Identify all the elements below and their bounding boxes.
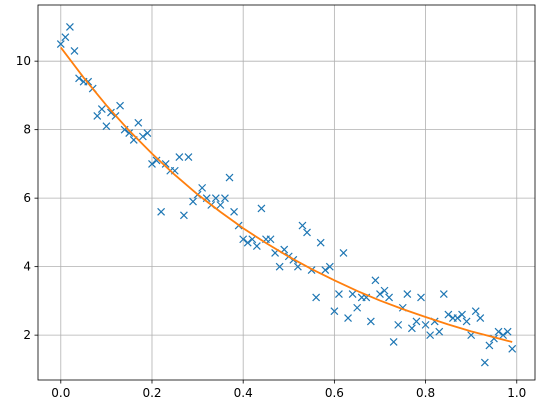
point (439, 290, 448, 298)
point (321, 266, 330, 274)
point (143, 129, 152, 138)
point (344, 314, 352, 322)
point (97, 105, 106, 114)
point (157, 207, 166, 216)
x-tick-label: 1.0 (507, 386, 526, 400)
point (239, 235, 248, 244)
point (266, 235, 275, 244)
point (389, 338, 398, 346)
x-tick-label: 0.0 (51, 386, 70, 400)
point (366, 317, 375, 326)
line (60, 46, 513, 343)
point (257, 204, 266, 213)
point (179, 211, 188, 220)
point (335, 290, 343, 298)
point (184, 153, 193, 161)
point (138, 132, 147, 141)
point (152, 156, 161, 165)
point (252, 242, 261, 251)
point (421, 320, 430, 329)
point (471, 307, 480, 316)
point (216, 201, 225, 209)
point (407, 324, 416, 333)
point (316, 238, 325, 247)
point (325, 262, 334, 271)
x-tick-label: 0.6 (325, 386, 344, 400)
point (348, 290, 357, 298)
point (275, 262, 284, 271)
point (426, 331, 435, 340)
point (70, 46, 79, 55)
point (175, 153, 184, 161)
point (444, 310, 453, 319)
point (380, 286, 389, 295)
point (93, 112, 102, 120)
point (56, 40, 65, 48)
point (107, 108, 115, 117)
y-tick-label: 2 (23, 328, 31, 342)
point (125, 129, 134, 138)
x-tick-label: 0.2 (142, 386, 161, 400)
point (435, 327, 444, 336)
y-tick-label: 4 (23, 260, 31, 274)
point (312, 293, 321, 302)
point (462, 317, 471, 326)
point (134, 118, 143, 127)
point (371, 276, 380, 285)
point (148, 159, 156, 168)
y-tick-label: 6 (23, 191, 31, 205)
point (298, 221, 307, 230)
point (243, 238, 252, 247)
point (503, 327, 512, 336)
point (161, 159, 170, 168)
point (353, 303, 362, 312)
point (480, 358, 489, 367)
point (61, 33, 70, 42)
point (116, 101, 124, 110)
point (385, 293, 394, 302)
point (412, 317, 421, 326)
point (499, 331, 508, 340)
point (453, 314, 462, 322)
point (65, 22, 74, 31)
plot-frame (37, 4, 536, 381)
point (211, 194, 220, 203)
point (476, 314, 485, 322)
point (102, 122, 111, 131)
point (485, 341, 494, 350)
y-tick-label: 10 (16, 54, 31, 68)
point (394, 320, 403, 329)
point (225, 173, 234, 182)
point (403, 290, 412, 298)
point (339, 249, 348, 257)
point (494, 327, 503, 336)
y-tick-label: 8 (23, 123, 31, 137)
point (458, 310, 466, 319)
point (417, 293, 425, 302)
point (189, 197, 197, 206)
point (508, 344, 517, 353)
point (198, 183, 207, 192)
point (230, 207, 238, 216)
point (248, 235, 257, 244)
point (221, 194, 229, 203)
point (330, 307, 339, 316)
point (303, 228, 311, 237)
x-tick-label: 0.4 (234, 386, 253, 400)
point (293, 262, 302, 271)
point (376, 290, 384, 298)
x-tick-label: 0.8 (416, 386, 435, 400)
